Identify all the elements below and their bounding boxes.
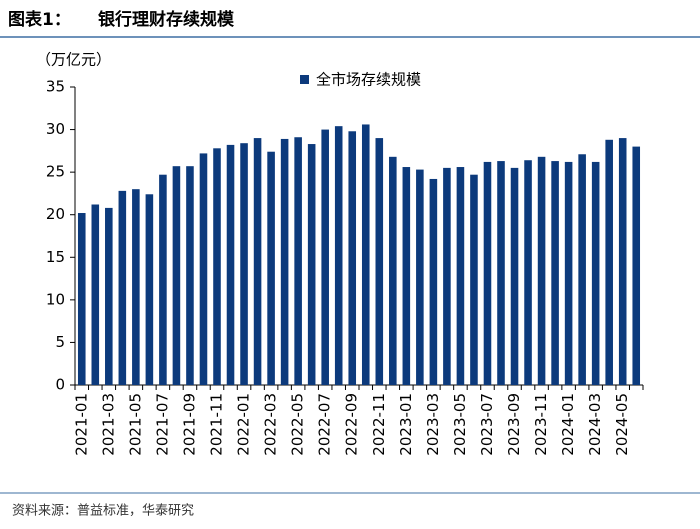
legend-swatch <box>300 75 309 84</box>
bar <box>280 138 289 385</box>
bar <box>105 207 113 385</box>
bar <box>199 153 208 385</box>
bar <box>470 174 478 385</box>
legend-label: 全市场存续规模 <box>316 71 421 89</box>
x-tick-label: 2021-05 <box>126 393 144 456</box>
bar <box>334 126 343 385</box>
bar <box>632 146 641 385</box>
y-tick-label: 30 <box>46 120 65 138</box>
x-tick-label: 2021-09 <box>180 393 198 456</box>
bar <box>510 167 519 385</box>
x-tick-label: 2023-01 <box>397 393 415 456</box>
bar <box>159 174 167 385</box>
y-tick-label: 15 <box>46 248 65 266</box>
bar <box>348 131 357 385</box>
bar <box>118 190 127 385</box>
bar <box>551 161 559 385</box>
bar <box>429 178 438 385</box>
bar <box>618 138 627 385</box>
x-tick-label: 2022-07 <box>316 393 334 456</box>
y-tick-label: 10 <box>46 290 65 308</box>
bar <box>145 194 154 385</box>
x-tick-label: 2022-03 <box>262 393 280 456</box>
y-tick-label: 35 <box>46 78 65 96</box>
bar <box>240 143 248 385</box>
bar <box>361 124 370 385</box>
bar <box>564 161 573 385</box>
x-tick-label: 2023-05 <box>451 393 469 456</box>
y-axis-label: （万亿元） <box>36 51 111 69</box>
bar <box>186 166 194 385</box>
bar <box>416 169 424 385</box>
bar <box>267 151 275 385</box>
x-tick-label: 2023-09 <box>505 393 523 456</box>
bar <box>375 138 384 385</box>
bar <box>321 129 329 385</box>
x-tick-label: 2021-01 <box>72 393 90 456</box>
x-tick-label: 2021-07 <box>153 393 171 456</box>
chart-title: 银行理财存续规模 <box>98 9 235 30</box>
x-tick-label: 2021-03 <box>99 393 117 456</box>
bar <box>537 156 546 385</box>
x-tick-label: 2023-03 <box>424 393 442 456</box>
bar <box>456 167 465 385</box>
bar <box>402 167 411 385</box>
bar <box>497 161 505 385</box>
x-tick-label: 2024-05 <box>613 393 631 456</box>
y-tick-label: 25 <box>46 163 65 181</box>
y-tick-label: 20 <box>46 205 65 223</box>
source: 资料来源：普益标准，华泰研究 <box>12 504 194 519</box>
x-tick-label: 2022-09 <box>343 393 361 456</box>
x-tick-label: 2022-01 <box>235 393 253 456</box>
bar <box>307 144 316 385</box>
bar <box>132 189 140 385</box>
bar <box>605 139 613 385</box>
bar <box>483 161 492 385</box>
y-tick-label: 5 <box>55 333 65 351</box>
x-tick-label: 2024-03 <box>586 393 604 456</box>
x-tick-label: 2022-11 <box>370 393 388 456</box>
bar <box>253 138 262 385</box>
x-tick-label: 2024-01 <box>559 393 577 456</box>
x-tick-label: 2023-11 <box>532 393 550 456</box>
bar <box>389 156 397 385</box>
bar <box>213 148 221 385</box>
bar <box>524 160 532 385</box>
bar <box>294 137 302 385</box>
bar <box>578 154 586 385</box>
x-tick-label: 2022-05 <box>289 393 307 456</box>
figure-label: 图表1： <box>8 9 71 30</box>
x-tick-label: 2023-07 <box>478 393 496 456</box>
bar <box>226 144 235 385</box>
y-tick-label: 0 <box>55 376 65 394</box>
bar <box>591 161 600 385</box>
bar <box>172 166 181 385</box>
x-tick-label: 2021-11 <box>208 393 226 456</box>
bar <box>443 167 451 385</box>
bar <box>77 213 86 385</box>
bar <box>91 204 100 385</box>
